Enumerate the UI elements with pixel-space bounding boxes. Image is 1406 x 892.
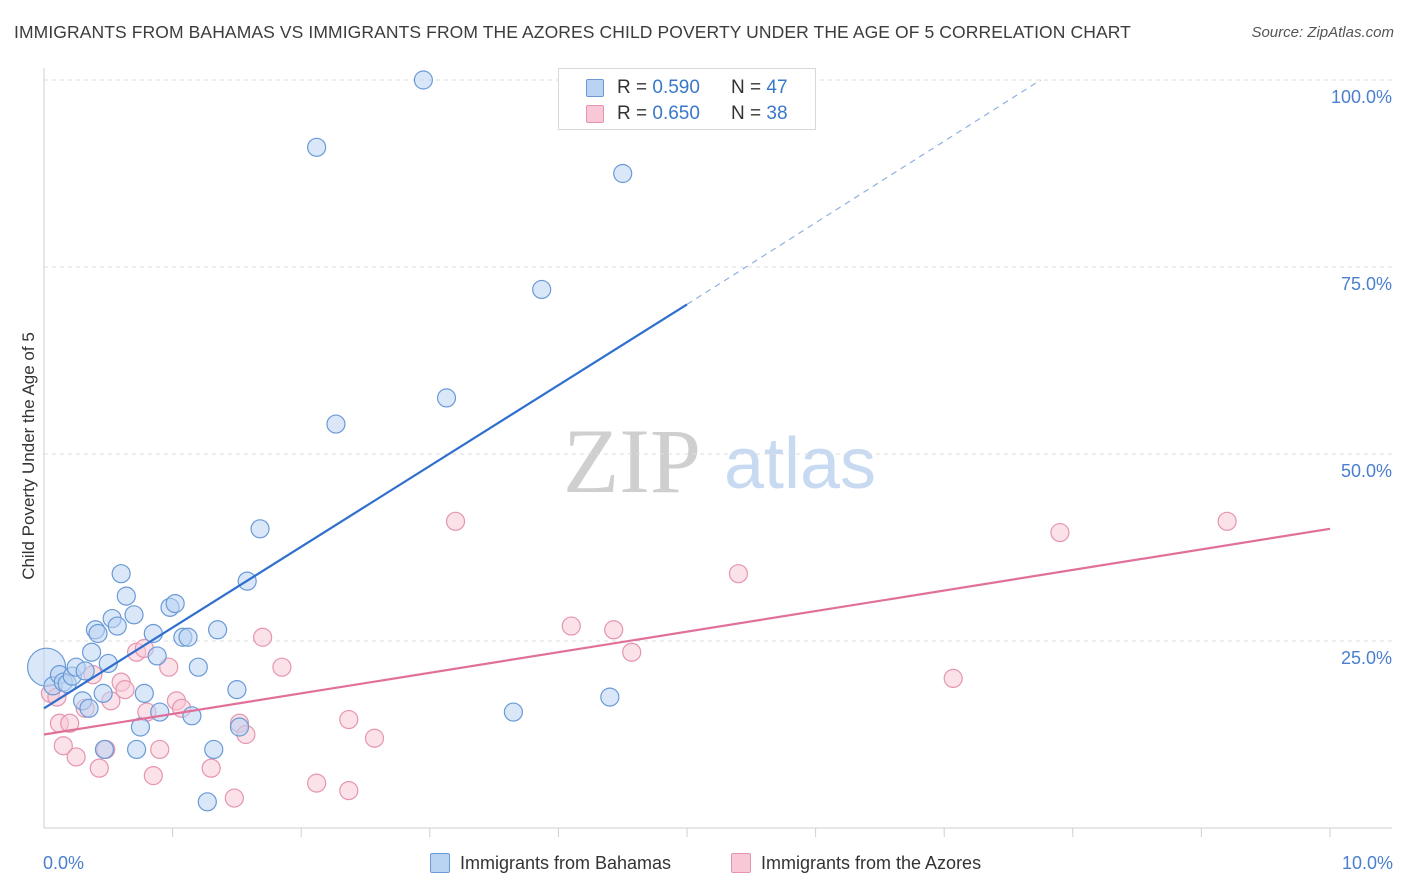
azores-point: [66, 747, 86, 767]
x-tick-label: 0.0%: [43, 853, 84, 873]
legend-r-azores: R = 0.650: [617, 103, 700, 124]
axes: [43, 68, 1392, 837]
bahamas-point: [107, 616, 127, 636]
bahamas-point: [307, 137, 327, 157]
watermark-atlas: atlas: [724, 424, 876, 504]
trendlines: [43, 79, 1331, 736]
tick-labels: 25.0% 50.0% 75.0% 100.0% 0.0% 10.0%: [43, 87, 1393, 873]
azores-point: [364, 728, 385, 748]
azores-point: [272, 657, 292, 677]
azores-point: [728, 564, 749, 584]
trendline-bahamas-extension: [686, 79, 1041, 305]
bahamas-point: [413, 70, 433, 90]
azores-point: [604, 620, 624, 640]
trendline-bahamas: [43, 303, 688, 710]
trendline-azores: [43, 527, 1331, 736]
legend-r-bahamas: R = 0.590: [617, 77, 700, 98]
series-azores-points: [40, 511, 1237, 808]
series-legend: Immigrants from Bahamas Immigrants from …: [0, 851, 1406, 877]
bahamas-point: [88, 623, 108, 644]
x-tick-label: 10.0%: [1342, 853, 1393, 873]
azores-point: [53, 736, 73, 756]
azores-point: [201, 758, 221, 778]
azores-point: [307, 773, 327, 793]
y-tick-label: 25.0%: [1341, 648, 1392, 668]
series-bahamas-points: [26, 70, 633, 812]
bahamas-point: [75, 661, 95, 681]
bahamas-point: [227, 680, 247, 700]
bahamas-point: [532, 279, 552, 300]
watermark-zip: ZIP: [563, 410, 701, 512]
bahamas-point: [94, 739, 115, 760]
bahamas-point: [188, 657, 208, 677]
bahamas-point: [229, 717, 250, 737]
legend-label-bahamas: Immigrants from Bahamas: [460, 853, 672, 873]
chart-title: IMMIGRANTS FROM BAHAMAS VS IMMIGRANTS FR…: [14, 22, 1131, 42]
grid: [44, 79, 1392, 642]
bahamas-point: [613, 163, 633, 184]
azores-point: [1217, 511, 1237, 531]
bahamas-point: [165, 593, 185, 614]
legend-swatch-azores: [731, 853, 751, 873]
azores-point: [115, 680, 135, 700]
bahamas-point: [503, 702, 523, 722]
azores-point: [143, 766, 163, 786]
azores-point: [339, 709, 359, 730]
bahamas-point: [197, 792, 217, 812]
bahamas-point: [436, 388, 457, 408]
azores-point: [1050, 522, 1070, 543]
bahamas-point: [126, 739, 147, 760]
azores-point: [561, 616, 581, 636]
azores-point: [224, 788, 244, 808]
bahamas-point: [208, 620, 228, 640]
bahamas-point: [124, 605, 144, 625]
legend-row-azores: R = 0.650 N = 38: [559, 101, 815, 127]
bahamas-point: [134, 683, 154, 703]
bahamas-point: [81, 642, 102, 662]
azores-point: [89, 758, 109, 778]
azores-point: [253, 627, 273, 647]
bahamas-point: [150, 702, 170, 722]
y-tick-label: 50.0%: [1341, 461, 1392, 481]
azores-point: [943, 668, 963, 689]
bahamas-point: [79, 698, 99, 718]
legend-swatch-bahamas: [430, 853, 450, 873]
bahamas-point: [178, 627, 198, 647]
legend-swatch-azores: [586, 105, 604, 123]
bahamas-point: [111, 564, 131, 584]
bahamas-point: [116, 586, 136, 606]
bahamas-point: [204, 739, 224, 760]
legend-label-azores: Immigrants from the Azores: [761, 853, 982, 873]
y-tick-label: 75.0%: [1341, 274, 1392, 294]
azores-point: [339, 780, 359, 801]
azores-point: [60, 713, 80, 733]
legend-n-bahamas: N = 47: [731, 77, 788, 98]
azores-point: [159, 657, 179, 677]
watermark: ZIP atlas: [563, 410, 876, 512]
bahamas-point: [147, 646, 167, 666]
azores-point: [622, 642, 642, 662]
y-tick-label: 100.0%: [1331, 87, 1392, 107]
legend-row-bahamas: R = 0.590 N = 47: [559, 75, 815, 101]
bahamas-point: [600, 687, 620, 707]
bahamas-point: [250, 519, 270, 539]
source-label: Source: ZipAtlas.com: [1251, 24, 1394, 41]
legend-n-azores: N = 38: [731, 103, 788, 124]
bahamas-point: [326, 414, 346, 434]
correlation-legend: R = 0.590 N = 47 R = 0.650 N = 38: [558, 68, 816, 130]
azores-point: [445, 511, 466, 531]
azores-point: [150, 739, 170, 760]
bahamas-point: [93, 683, 113, 703]
legend-swatch-bahamas: [586, 79, 604, 97]
